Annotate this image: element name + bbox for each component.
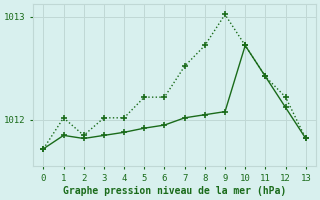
X-axis label: Graphe pression niveau de la mer (hPa): Graphe pression niveau de la mer (hPa): [63, 186, 286, 196]
